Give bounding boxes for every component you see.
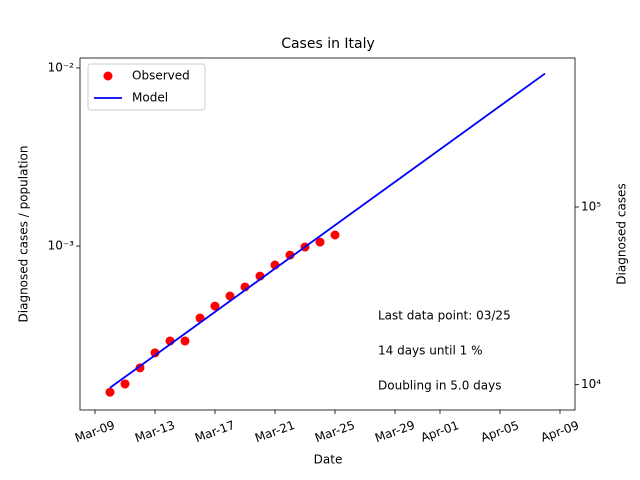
- data-point: [135, 363, 145, 373]
- x-tick-label: Mar-13: [133, 418, 177, 445]
- y2-tick-label: 10⁴: [581, 377, 601, 391]
- y-tick-label: 10⁻³: [48, 239, 75, 253]
- annotation: Last data point: 03/25: [378, 309, 511, 323]
- y-axis-label: Diagnosed cases / population: [17, 146, 31, 323]
- data-point: [120, 379, 130, 389]
- legend-label: Model: [132, 91, 168, 105]
- annotation: Doubling in 5.0 days: [378, 379, 502, 393]
- x-tick-label: Mar-09: [73, 418, 117, 445]
- x-tick-label: Apr-05: [479, 418, 521, 445]
- data-point: [150, 348, 160, 358]
- data-point: [180, 336, 190, 346]
- y2-axis-label: Diagnosed cases: [615, 183, 629, 284]
- plot-frame: [79, 57, 576, 411]
- data-point: [330, 230, 340, 240]
- x-tick-label: Mar-17: [193, 418, 237, 445]
- data-point: [285, 250, 295, 260]
- chart-title: Cases in Italy: [281, 36, 375, 52]
- annotation: 14 days until 1 %: [378, 344, 482, 358]
- data-point: [210, 301, 220, 311]
- y2-tick-label: 10⁵: [581, 200, 601, 214]
- x-tick-label: Mar-29: [373, 418, 417, 445]
- x-tick-label: Mar-25: [313, 418, 357, 445]
- y-tick-label: 10⁻²: [48, 60, 75, 74]
- x-tick-label: Apr-09: [539, 418, 581, 445]
- x-tick-label: Mar-21: [253, 418, 297, 445]
- legend-marker: [103, 71, 113, 81]
- data-point: [105, 387, 115, 397]
- x-axis-label: Date: [314, 453, 343, 467]
- data-point: [225, 291, 235, 301]
- x-tick-label: Apr-01: [419, 418, 461, 445]
- data-point: [315, 237, 325, 247]
- legend-label: Observed: [132, 69, 190, 83]
- model-line: [109, 72, 546, 389]
